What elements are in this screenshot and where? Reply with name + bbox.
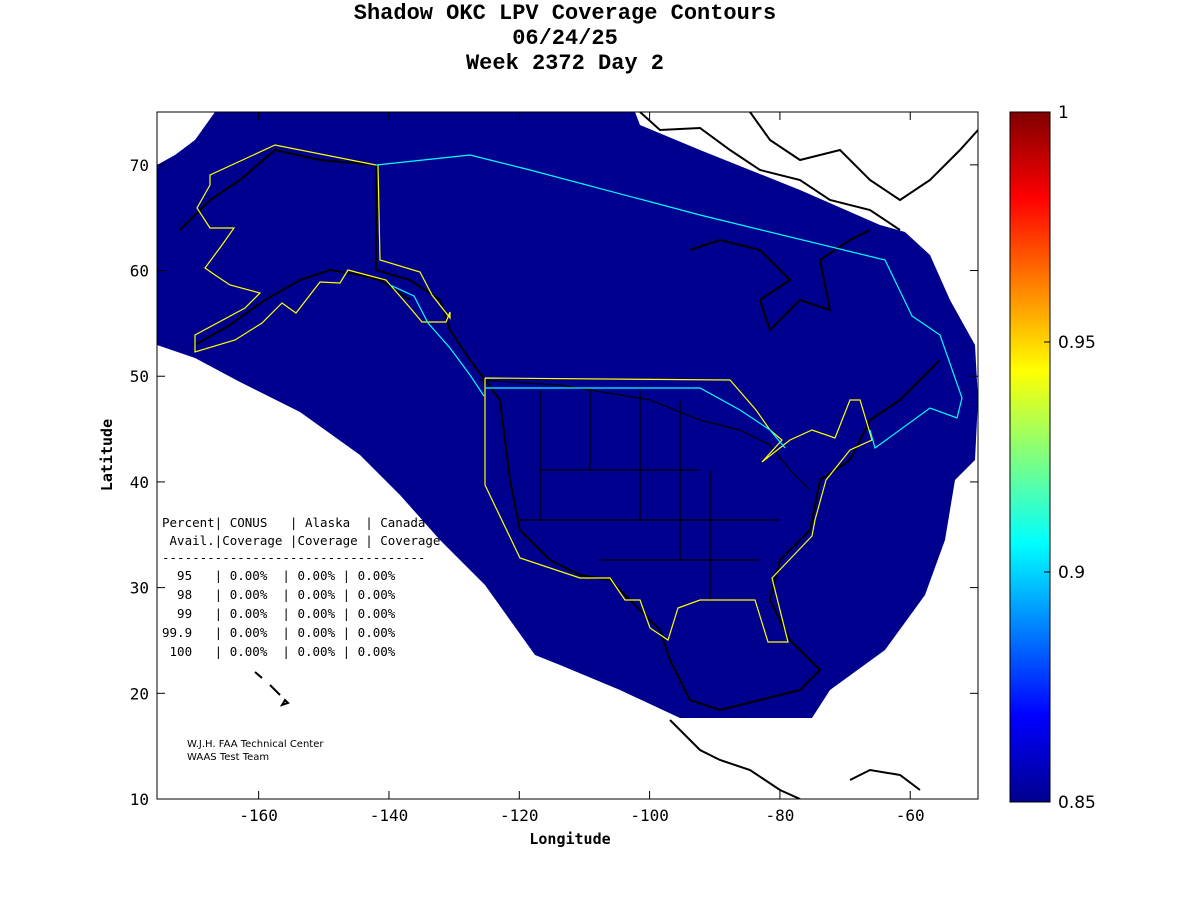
table-header-1: Percent| CONUS | Alaska | Canada [162,515,425,530]
colorbar-tick-label: 0.95 [1058,333,1096,353]
x-tick-label: -100 [630,806,669,825]
title-line-2: 06/24/25 [512,26,618,51]
x-tick-label: -140 [370,806,409,825]
credit-line-1: W.J.H. FAA Technical Center [187,739,324,750]
x-tick-label: -60 [896,806,925,825]
title-line-3: Week 2372 Day 2 [465,51,665,76]
table-row: 98 | 0.00% | 0.00% | 0.00% [162,587,396,602]
credit-line-2: WAAS Test Team [187,752,269,763]
plot-frame [156,111,979,800]
y-tick-label: 40 [130,473,149,492]
x-axis-label: Longitude [529,830,610,848]
table-row: 95 | 0.00% | 0.00% | 0.00% [162,568,396,583]
y-tick-label: 20 [130,684,149,703]
conus-boundary [484,377,873,643]
colorbar [1009,111,1051,803]
coverage-table: Percent| CONUS | Alaska | Canada Avail.|… [162,515,440,659]
y-tick-label: 60 [130,262,149,281]
title-line-1: Shadow OKC LPV Coverage Contours [353,1,777,26]
y-tick-label: 30 [130,579,149,598]
y-axis-label: Latitude [98,419,116,491]
colorbar-tick-label: 0.85 [1058,793,1096,813]
table-rule: ----------------------------------- [162,550,425,565]
table-row: 99 | 0.00% | 0.00% | 0.00% [162,606,396,621]
x-tick-label: -80 [765,806,794,825]
y-tick-label: 10 [130,790,149,809]
colorbar-tick-label: 0.9 [1058,563,1085,583]
y-tick-label: 70 [130,156,149,175]
x-tick-label: -160 [239,806,278,825]
alaska-boundary [194,144,451,353]
y-tick-label: 50 [130,367,149,386]
table-row: 100 | 0.00% | 0.00% | 0.00% [162,644,396,659]
x-tick-label: -120 [500,806,539,825]
table-row: 99.9 | 0.00% | 0.00% | 0.00% [162,625,396,640]
table-header-2: Avail.|Coverage |Coverage | Coverage [162,533,440,548]
canada-boundary [375,154,963,449]
colorbar-tick-label: 1 [1058,103,1069,123]
